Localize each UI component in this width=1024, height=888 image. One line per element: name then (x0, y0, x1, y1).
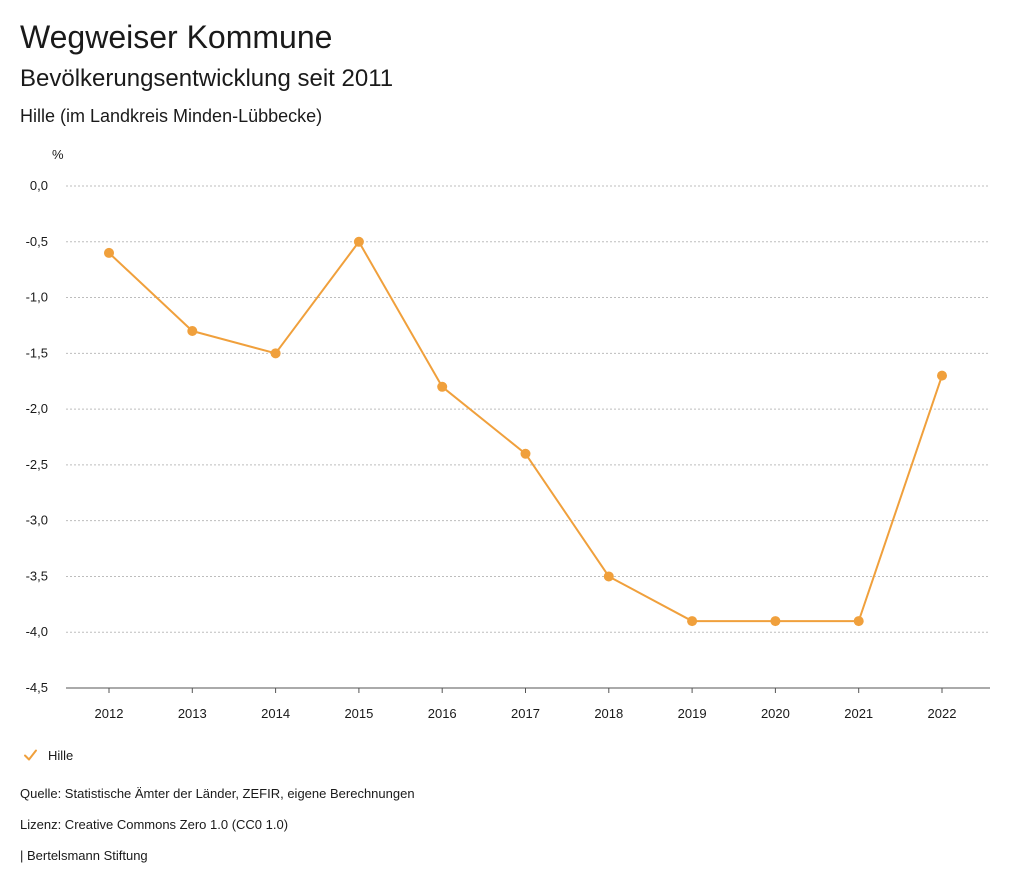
legend-label-hille: Hille (48, 747, 74, 763)
y-tick-label: -2,0 (26, 401, 48, 416)
x-axis-ticks: 2012 2013 2014 2015 2016 2017 2018 2019 2020 2021… (95, 688, 957, 721)
data-point[interactable] (353, 236, 364, 247)
x-tick-label: 2017 (511, 706, 540, 721)
y-tick-label: -1,5 (26, 345, 48, 360)
page-title: Wegweiser Kommune (20, 19, 333, 55)
x-tick-label: 2015 (344, 706, 373, 721)
y-tick-label: -0,5 (26, 234, 48, 249)
data-point[interactable] (853, 616, 864, 627)
checkmark-icon (24, 749, 37, 761)
publisher-note: | Bertelsmann Stiftung (20, 848, 148, 863)
x-tick-label: 2020 (761, 706, 790, 721)
data-point[interactable] (937, 370, 947, 381)
data-point[interactable] (437, 381, 448, 392)
y-axis-unit-label: % (52, 147, 64, 162)
y-tick-label: -3,5 (26, 568, 48, 583)
x-tick-label: 2016 (428, 706, 457, 721)
y-tick-label: -2,5 (26, 457, 48, 472)
x-tick-label: 2018 (594, 706, 623, 721)
x-tick-label: 2012 (95, 706, 124, 721)
data-point[interactable] (104, 247, 114, 258)
grid-lines (66, 185, 990, 689)
line-chart: 0,0-0,5-1,0-1,5-2,0-2,5-3,0-3,5-4,0-4,5 … (26, 147, 990, 721)
data-point[interactable] (687, 616, 698, 627)
data-point[interactable] (770, 616, 781, 627)
y-tick-label: 0,0 (30, 178, 48, 193)
data-point[interactable] (520, 448, 531, 459)
region-label: Hille (im Landkreis Minden-Lübbecke) (20, 106, 323, 126)
data-point[interactable] (187, 326, 198, 337)
series-hille (104, 236, 947, 627)
y-axis-ticks: 0,0 -0,5 -1,0 -1,5 -2,0 -2,5 -3,0 -3,5 -4,0 -4,5 (26, 178, 48, 695)
y-tick-label: -3,0 (26, 513, 48, 528)
y-tick-label: -4,5 (26, 680, 48, 695)
legend[interactable]: Hille (20, 744, 73, 766)
data-point[interactable] (603, 571, 614, 582)
chart-subtitle: Bevölkerungsentwicklung seit 2011 (20, 65, 394, 92)
x-tick-label: 2013 (178, 706, 207, 721)
data-point[interactable] (270, 348, 281, 359)
y-tick-label: -4,0 (26, 624, 48, 639)
x-tick-label: 2019 (678, 706, 707, 721)
license-note: Lizenz: Creative Commons Zero 1.0 (CC0 1… (20, 817, 289, 832)
x-tick-label: 2022 (928, 706, 957, 721)
x-tick-label: 2014 (261, 706, 290, 721)
source-note: Quelle: Statistische Ämter der Länder, Z… (20, 786, 415, 801)
series-line (108, 240, 943, 623)
x-tick-label: 2021 (844, 706, 873, 721)
y-tick-label: -1,0 (26, 290, 48, 305)
